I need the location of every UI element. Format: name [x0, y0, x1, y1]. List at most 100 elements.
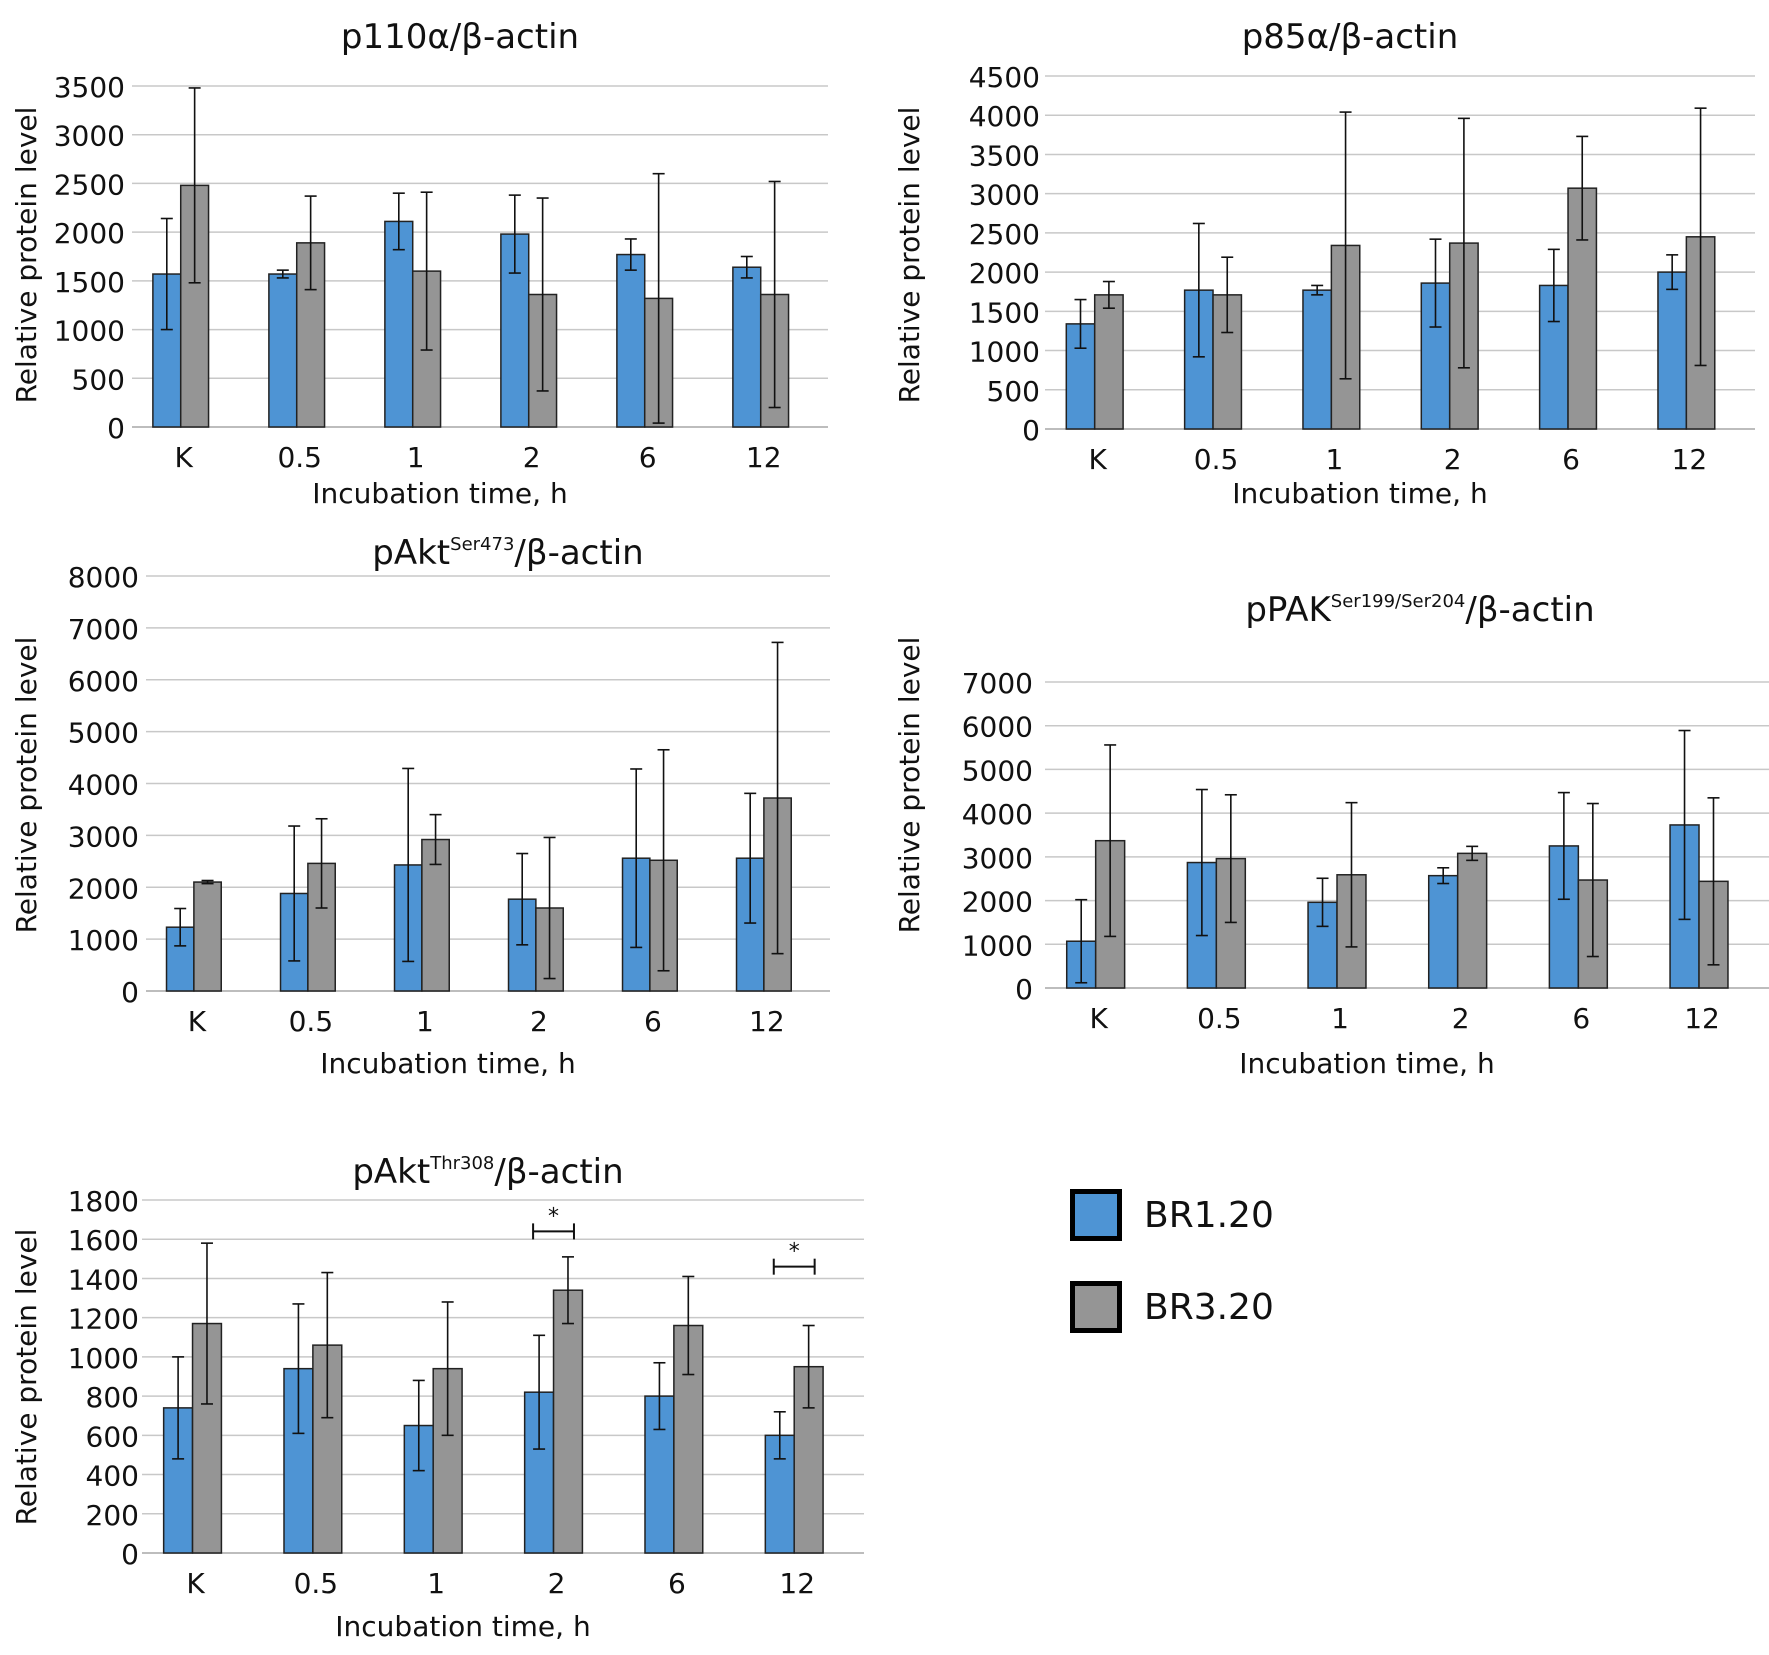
bar-br320-2	[552, 1289, 584, 1554]
x-tick-label: 6	[1572, 1002, 1590, 1035]
y-tick-label: 4000	[68, 769, 139, 802]
y-tick-label: 0	[1015, 973, 1033, 1006]
legend-swatch-br1	[1070, 1189, 1122, 1241]
chart-title: pAktSer473/β-actin	[372, 533, 643, 573]
y-tick-label: 7000	[962, 667, 1033, 700]
x-tick-label: 2	[1452, 1002, 1470, 1035]
y-tick-label: 500	[72, 363, 125, 396]
y-tick-label: 600	[86, 1420, 139, 1453]
y-axis-label: Relative protein level	[10, 637, 43, 934]
y-tick-label: 3000	[54, 120, 125, 153]
bar-br120-12	[732, 266, 762, 428]
y-tick-label: 6000	[68, 665, 139, 698]
legend-item-br1: BR1.20	[1070, 1185, 1274, 1245]
y-tick-label: 200	[86, 1499, 139, 1532]
y-tick-label: 4000	[969, 100, 1040, 133]
bar-br120-0.5	[268, 273, 298, 428]
bar-br120-1	[384, 220, 414, 428]
x-tick-label: 6	[644, 1005, 662, 1038]
x-tick-label: 6	[639, 441, 657, 474]
y-tick-label: 1500	[54, 266, 125, 299]
x-tick-label: 2	[523, 441, 541, 474]
bar-br320-K	[193, 881, 222, 992]
x-tick-label: 6	[668, 1567, 686, 1600]
x-tick-label: 12	[1684, 1002, 1720, 1035]
y-tick-label: 3500	[54, 71, 125, 104]
y-tick-label: 0	[121, 1538, 139, 1571]
y-tick-label: 800	[86, 1381, 139, 1414]
bar-br120-12	[764, 1434, 795, 1554]
y-tick-label: 0	[1022, 414, 1040, 447]
x-tick-label: 2	[530, 1005, 548, 1038]
x-axis-label: Incubation time, h	[1232, 477, 1487, 510]
chart-title: pPAKSer199/Ser204/β-actin	[1245, 590, 1594, 630]
chart-panel-2: 0 500 1000 1500 2000 2500 3000 3500 4000 4500 K 0.5…	[893, 17, 1755, 510]
legend-item-br3: BR3.20	[1070, 1277, 1274, 1337]
x-tick-label: 0.5	[294, 1567, 339, 1600]
x-tick-label: K	[1089, 443, 1108, 476]
y-tick-label: 2000	[969, 257, 1040, 290]
y-tick-label: 4000	[962, 798, 1033, 831]
chart-title: p110α/β-actin	[341, 17, 579, 57]
y-tick-label: 8000	[68, 561, 139, 594]
bar-br320-2	[1456, 852, 1488, 989]
x-tick-label: 12	[746, 441, 782, 474]
y-tick-label: 7000	[68, 613, 139, 646]
x-axis-label: Incubation time, h	[312, 477, 567, 510]
y-tick-label: 1000	[68, 1342, 139, 1375]
x-tick-label: 1	[416, 1005, 434, 1038]
y-tick-label: 1500	[969, 296, 1040, 329]
x-axis-label: Incubation time, h	[320, 1047, 575, 1080]
y-tick-label: 1400	[68, 1263, 139, 1296]
x-tick-label: 2	[548, 1567, 566, 1600]
x-tick-label: 12	[1672, 443, 1708, 476]
y-tick-label: 1000	[68, 924, 139, 957]
y-axis-label: Relative protein level	[10, 1229, 43, 1526]
x-tick-label: 0.5	[289, 1005, 334, 1038]
bar-br120-1	[1302, 289, 1333, 430]
y-tick-label: 0	[121, 976, 139, 1009]
significance-star: *	[789, 1240, 800, 1265]
x-tick-label: 1	[1325, 443, 1343, 476]
x-tick-label: 1	[427, 1567, 445, 1600]
y-axis-label: Relative protein level	[893, 637, 926, 934]
y-tick-label: 1000	[969, 336, 1040, 369]
bar-br120-12	[1657, 271, 1688, 430]
y-tick-label: 500	[987, 375, 1040, 408]
x-tick-label: K	[186, 1567, 205, 1600]
x-tick-label: K	[1089, 1002, 1108, 1035]
y-tick-label: 3000	[969, 179, 1040, 212]
y-axis-label: Relative protein level	[10, 107, 43, 404]
x-tick-label: K	[188, 1005, 207, 1038]
chart-title: pAktThr308/β-actin	[352, 1152, 623, 1192]
y-tick-label: 3500	[969, 139, 1040, 172]
y-tick-label: 1000	[54, 315, 125, 348]
y-tick-label: 400	[86, 1460, 139, 1493]
y-axis-label: Relative protein level	[893, 107, 926, 404]
y-tick-label: 0	[107, 412, 125, 445]
bar-br120-2	[1427, 874, 1459, 989]
x-tick-label: 12	[749, 1005, 785, 1038]
x-tick-label: 0.5	[277, 441, 322, 474]
x-tick-label: 6	[1562, 443, 1580, 476]
y-tick-label: 6000	[962, 711, 1033, 744]
x-axis-label: Incubation time, h	[335, 1610, 590, 1643]
y-tick-label: 1600	[68, 1224, 139, 1257]
bar-br320-K	[1093, 294, 1124, 430]
x-tick-label: 12	[779, 1567, 815, 1600]
y-tick-label: 4500	[969, 61, 1040, 94]
bar-br320-K	[191, 1322, 223, 1554]
x-axis-label: Incubation time, h	[1239, 1047, 1494, 1080]
y-tick-label: 3000	[68, 820, 139, 853]
y-tick-label: 2500	[969, 218, 1040, 251]
x-tick-label: 0.5	[1197, 1002, 1242, 1035]
y-tick-label: 2000	[68, 872, 139, 905]
significance-star: *	[548, 1204, 559, 1229]
y-tick-label: 5000	[962, 754, 1033, 787]
x-tick-label: 2	[1444, 443, 1462, 476]
